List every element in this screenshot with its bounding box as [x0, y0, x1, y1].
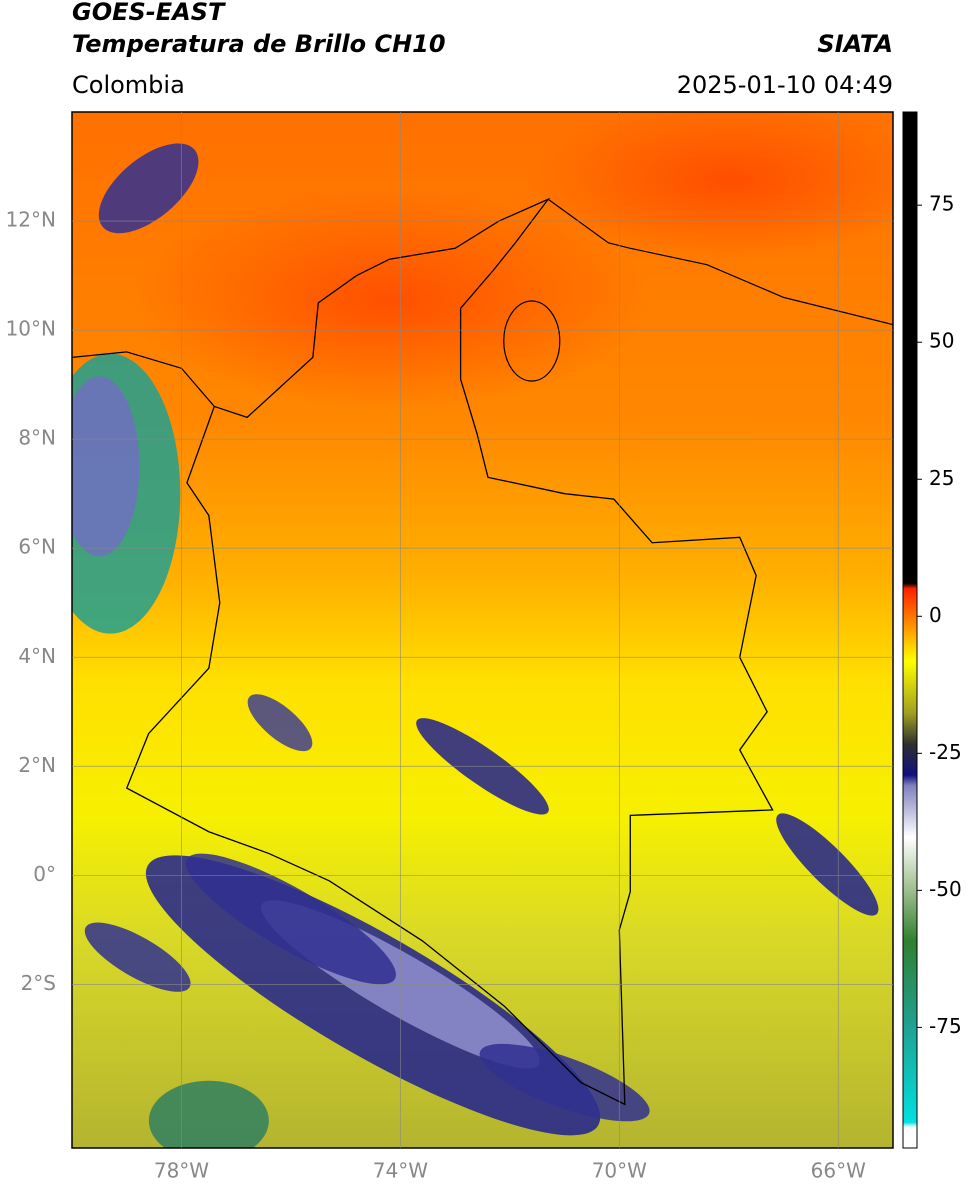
colorbar [902, 111, 918, 1149]
colorbar-tick-label: 50 [929, 329, 954, 353]
warm-area [530, 112, 893, 260]
map [72, 112, 893, 1148]
warm-area [130, 190, 650, 410]
y-tick-label: 10°N [6, 317, 56, 341]
timestamp: 2025-01-10 04:49 [677, 71, 893, 99]
colorbar-tick-label: -75 [929, 1014, 962, 1038]
y-tick-label: 12°N [6, 208, 56, 232]
x-tick-label: 66°W [811, 1159, 866, 1183]
cloud [72, 376, 140, 557]
colorbar-tick-label: 25 [929, 466, 954, 490]
y-tick-label: 8°N [18, 426, 56, 450]
region: Colombia [72, 71, 185, 99]
y-tick-label: 2°S [21, 971, 56, 995]
cloud [98, 143, 199, 234]
cloud [247, 694, 313, 752]
cloud [84, 922, 191, 992]
x-tick-label: 70°W [592, 1159, 647, 1183]
map-frame [71, 111, 894, 1149]
cloud [776, 813, 879, 916]
x-tick-label: 78°W [154, 1159, 209, 1183]
colorbar-tick-label: 0 [929, 603, 942, 627]
cloud [148, 1080, 269, 1148]
title: GOES-EAST [72, 0, 226, 26]
y-tick-label: 2°N [18, 753, 56, 777]
subtitle: Temperatura de Brillo CH10 [72, 30, 446, 58]
y-tick-label: 6°N [18, 535, 56, 559]
coastline [72, 351, 215, 407]
coastline [547, 198, 893, 326]
colorbar-tick-label: -50 [929, 877, 962, 901]
colorbar-tick-label: -25 [929, 740, 962, 764]
y-tick-label: 0° [33, 862, 56, 886]
cloud [185, 853, 396, 985]
lake [503, 300, 561, 382]
x-tick-label: 74°W [373, 1159, 428, 1183]
y-tick-label: 4°N [18, 644, 56, 668]
cloud [479, 1043, 650, 1122]
source: SIATA [817, 30, 893, 58]
colorbar-tick-label: 75 [929, 192, 954, 216]
